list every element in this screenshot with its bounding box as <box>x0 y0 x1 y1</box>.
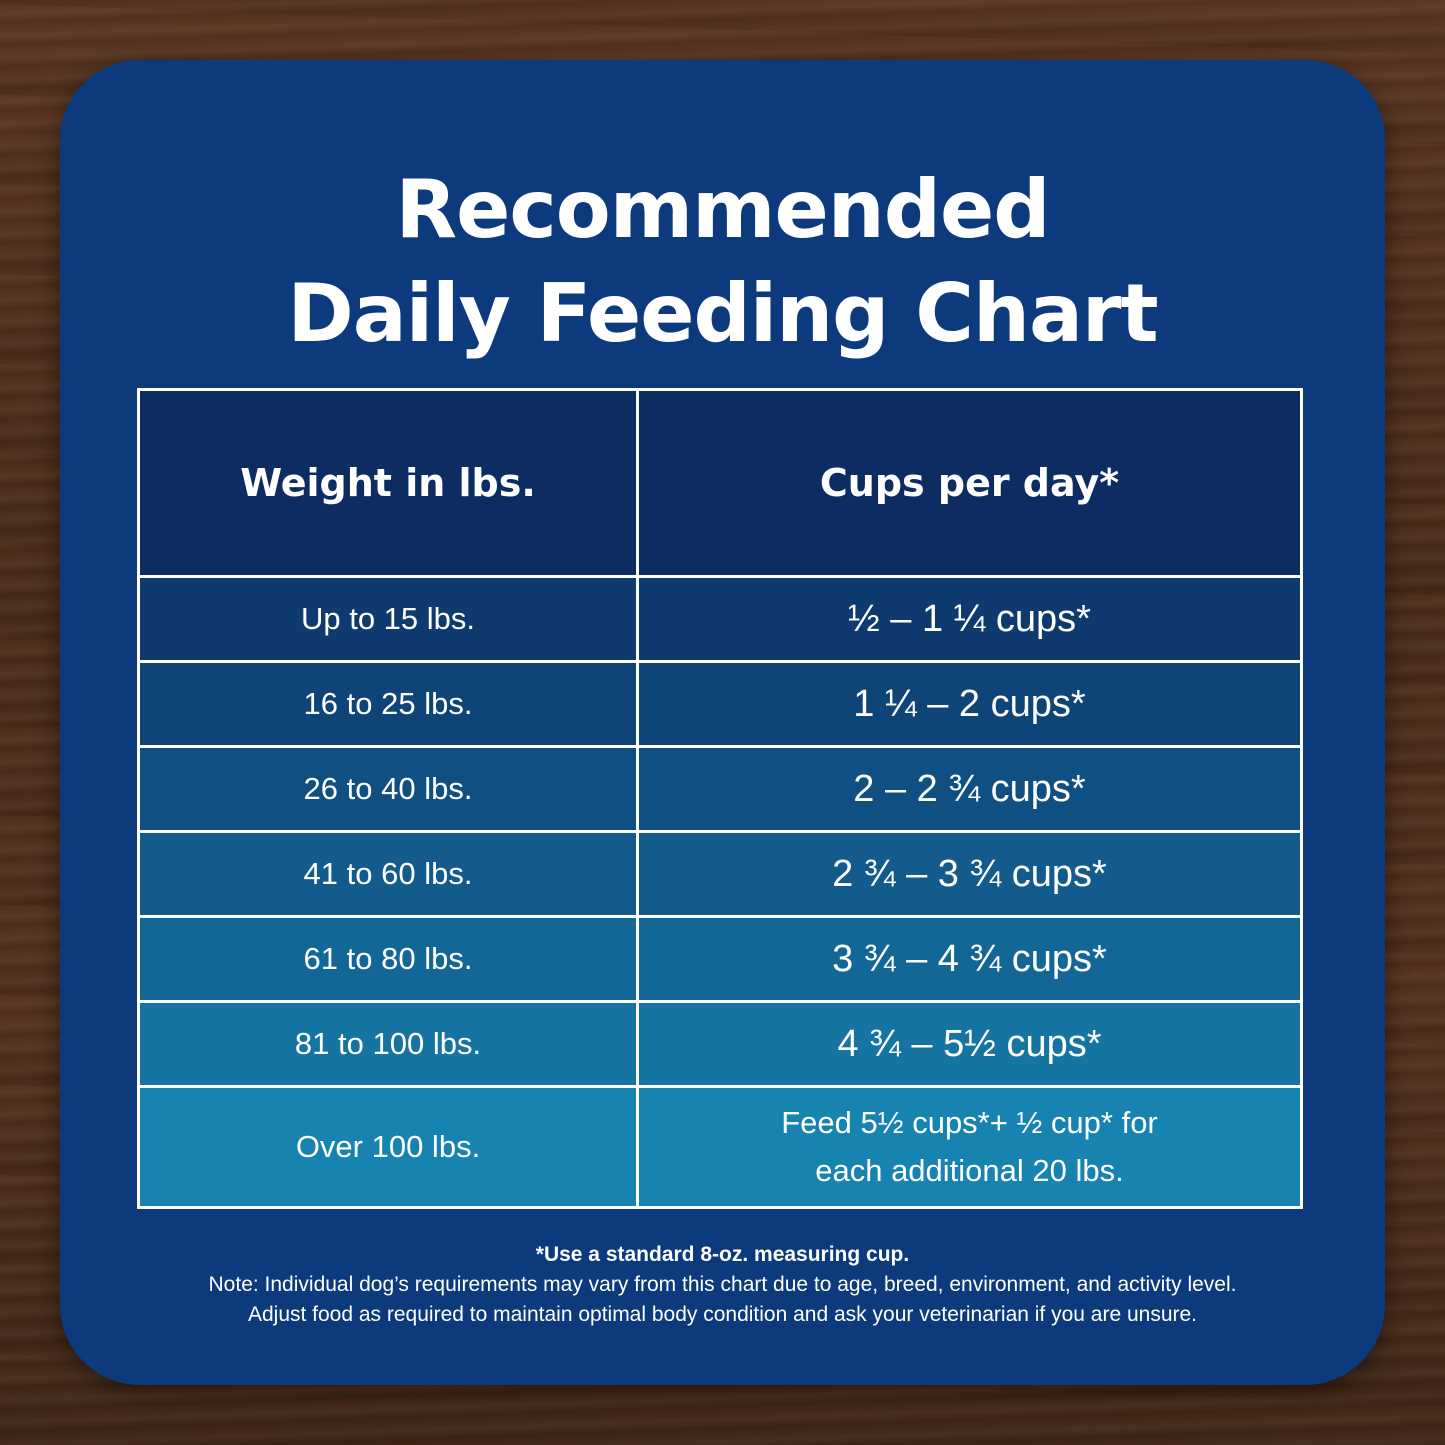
table-row: 26 to 40 lbs. 2 – 2 ¾ cups* <box>140 745 1300 830</box>
table-row: Up to 15 lbs. ½ – 1 ¼ cups* <box>140 575 1300 660</box>
weight-cell: Up to 15 lbs. <box>140 578 639 660</box>
cups-cell: 3 ¾ – 4 ¾ cups* <box>832 937 1107 980</box>
feeding-table: Weight in lbs. Cups per day* Up to 15 lb… <box>137 388 1303 1209</box>
cups-cell: 2 ¾ – 3 ¾ cups* <box>832 852 1107 895</box>
table-row: 41 to 60 lbs. 2 ¾ – 3 ¾ cups* <box>140 830 1300 915</box>
note-line-2: Adjust food as required to maintain opti… <box>247 1303 1198 1326</box>
feeding-chart-card: Recommended Daily Feeding Chart Weight i… <box>60 60 1385 1385</box>
cups-cell: ½ – 1 ¼ cups* <box>848 597 1091 640</box>
footnote: *Use a standard 8-oz. measuring cup. <box>535 1243 910 1266</box>
table-row: Over 100 lbs. Feed 5½ cups*+ ½ cup* for … <box>140 1085 1300 1206</box>
cups-cell: 1 ¼ – 2 cups* <box>853 682 1086 725</box>
weight-cell: 16 to 25 lbs. <box>140 663 639 745</box>
weight-cell: 41 to 60 lbs. <box>140 833 639 915</box>
note-line-1: Note: Individual dog’s requirements may … <box>208 1273 1237 1296</box>
table-header-row: Weight in lbs. Cups per day* <box>140 391 1300 575</box>
cups-line-2: each additional 20 lbs. <box>815 1153 1124 1188</box>
cups-line-1: Feed 5½ cups*+ ½ cup* for <box>781 1105 1158 1140</box>
table-row: 61 to 80 lbs. 3 ¾ – 4 ¾ cups* <box>140 915 1300 1000</box>
weight-cell: 26 to 40 lbs. <box>140 748 639 830</box>
chart-title: Recommended Daily Feeding Chart <box>60 158 1385 366</box>
cups-cell: Feed 5½ cups*+ ½ cup* for each additiona… <box>639 1088 1300 1206</box>
weight-cell: 61 to 80 lbs. <box>140 918 639 1000</box>
table-row: 81 to 100 lbs. 4 ¾ – 5½ cups* <box>140 1000 1300 1085</box>
footer-notes: *Use a standard 8-oz. measuring cup. Not… <box>60 1240 1385 1330</box>
header-cups: Cups per day* <box>819 461 1120 505</box>
cups-cell: 4 ¾ – 5½ cups* <box>837 1022 1102 1065</box>
title-line-2: Daily Feeding Chart <box>287 267 1158 360</box>
weight-cell: 81 to 100 lbs. <box>140 1003 639 1085</box>
cups-cell: 2 – 2 ¾ cups* <box>853 767 1086 810</box>
title-line-1: Recommended <box>395 163 1051 256</box>
header-weight: Weight in lbs. <box>140 391 639 575</box>
weight-cell: Over 100 lbs. <box>140 1088 639 1206</box>
table-row: 16 to 25 lbs. 1 ¼ – 2 cups* <box>140 660 1300 745</box>
